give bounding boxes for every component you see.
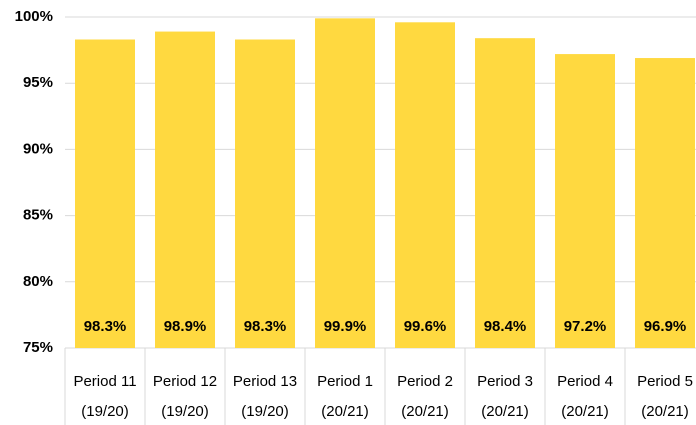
data-label: 97.2% [564, 318, 607, 335]
data-label: 99.9% [324, 318, 367, 335]
data-label: 98.3% [84, 318, 127, 335]
y-tick-label: 75% [23, 339, 53, 356]
data-label: 98.4% [484, 318, 527, 335]
x-tick-label: (20/21) [561, 403, 609, 420]
x-tick-label: (20/21) [401, 403, 449, 420]
x-tick-label: (20/21) [481, 403, 529, 420]
bar [75, 39, 135, 349]
y-tick-label: 80% [23, 273, 53, 290]
bar [235, 39, 295, 349]
data-label: 98.9% [164, 318, 207, 335]
x-tick-label: Period 13 [233, 373, 297, 390]
x-tick-label: Period 2 [397, 373, 453, 390]
bar [315, 18, 375, 348]
x-tick-label: Period 3 [477, 373, 533, 390]
y-tick-label: 90% [23, 140, 53, 157]
y-tick-label: 100% [15, 8, 53, 25]
bar [155, 31, 215, 349]
bar [475, 38, 535, 349]
x-tick-label: Period 4 [557, 373, 613, 390]
x-tick-label: (19/20) [161, 403, 209, 420]
y-tick-label: 85% [23, 207, 53, 224]
x-tick-label: Period 12 [153, 373, 217, 390]
data-label: 99.6% [404, 318, 447, 335]
bar [395, 22, 455, 349]
x-tick-label: Period 11 [73, 373, 136, 390]
x-tick-label: (19/20) [81, 403, 129, 420]
x-tick-label: (20/21) [641, 403, 689, 420]
y-tick-label: 95% [23, 74, 53, 91]
x-tick-label: Period 1 [317, 373, 373, 390]
x-tick-label: Period 5 [637, 373, 693, 390]
data-label: 98.3% [244, 318, 287, 335]
bar [635, 58, 695, 348]
bar [555, 54, 615, 349]
data-label: 96.9% [644, 318, 687, 335]
x-tick-label: (19/20) [241, 403, 289, 420]
x-tick-label: (20/21) [321, 403, 369, 420]
